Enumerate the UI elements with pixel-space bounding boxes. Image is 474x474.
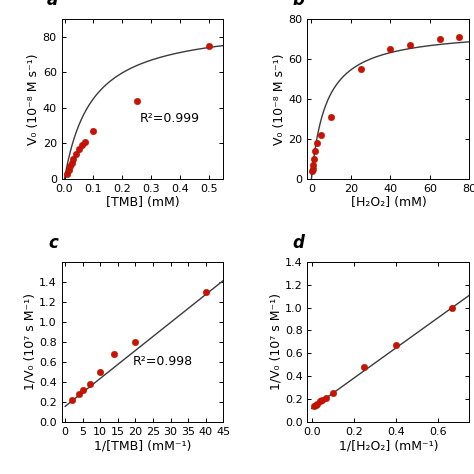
Point xyxy=(68,396,76,404)
X-axis label: [H₂O₂] (mM): [H₂O₂] (mM) xyxy=(350,197,426,210)
Text: d: d xyxy=(292,234,304,252)
Point xyxy=(90,127,97,135)
Point xyxy=(311,147,319,155)
Point xyxy=(309,165,317,173)
Point xyxy=(314,139,321,146)
Point xyxy=(312,401,319,409)
Point xyxy=(75,145,83,153)
Point xyxy=(110,350,118,358)
Point xyxy=(313,400,321,407)
Y-axis label: 1/V₀ (10⁷ s M⁻¹): 1/V₀ (10⁷ s M⁻¹) xyxy=(269,293,282,391)
X-axis label: 1/[TMB] (mM⁻¹): 1/[TMB] (mM⁻¹) xyxy=(94,439,191,453)
Point xyxy=(406,41,414,49)
Point xyxy=(328,113,335,121)
Point xyxy=(81,138,89,146)
Point xyxy=(449,304,456,311)
Text: a: a xyxy=(47,0,58,9)
Point xyxy=(360,363,368,371)
Point xyxy=(202,288,210,296)
Point xyxy=(133,97,140,104)
Point xyxy=(75,390,83,398)
X-axis label: [TMB] (mM): [TMB] (mM) xyxy=(106,197,179,210)
Point xyxy=(309,167,316,174)
Point xyxy=(64,170,71,177)
Point xyxy=(310,402,318,410)
Point xyxy=(72,150,80,158)
Point xyxy=(66,163,74,170)
X-axis label: 1/[H₂O₂] (mM⁻¹): 1/[H₂O₂] (mM⁻¹) xyxy=(338,439,438,453)
Point xyxy=(387,45,394,53)
Point xyxy=(132,338,139,346)
Point xyxy=(205,42,213,49)
Text: c: c xyxy=(48,234,58,252)
Text: R²=0.998: R²=0.998 xyxy=(133,355,193,368)
Point xyxy=(322,394,329,401)
Point xyxy=(318,131,325,139)
Point xyxy=(69,155,77,163)
Point xyxy=(319,396,326,404)
Point xyxy=(456,33,463,41)
Point xyxy=(310,155,318,163)
Point xyxy=(79,386,87,394)
Point xyxy=(78,141,86,149)
Y-axis label: 1/V₀ (10⁷ s M⁻¹): 1/V₀ (10⁷ s M⁻¹) xyxy=(23,293,36,391)
Text: R²=0.999: R²=0.999 xyxy=(139,111,199,125)
Point xyxy=(436,35,444,43)
Point xyxy=(316,398,324,405)
Y-axis label: V₀ (10⁻⁸ M s⁻¹): V₀ (10⁻⁸ M s⁻¹) xyxy=(27,53,40,145)
Point xyxy=(310,161,317,169)
Point xyxy=(357,65,365,73)
Point xyxy=(65,166,73,174)
Point xyxy=(392,342,400,349)
Text: b: b xyxy=(292,0,304,9)
Point xyxy=(86,380,93,388)
Point xyxy=(97,368,104,376)
Point xyxy=(329,390,337,397)
Point xyxy=(68,159,75,167)
Y-axis label: V₀ (10⁻⁸ M s⁻¹): V₀ (10⁻⁸ M s⁻¹) xyxy=(273,53,286,145)
